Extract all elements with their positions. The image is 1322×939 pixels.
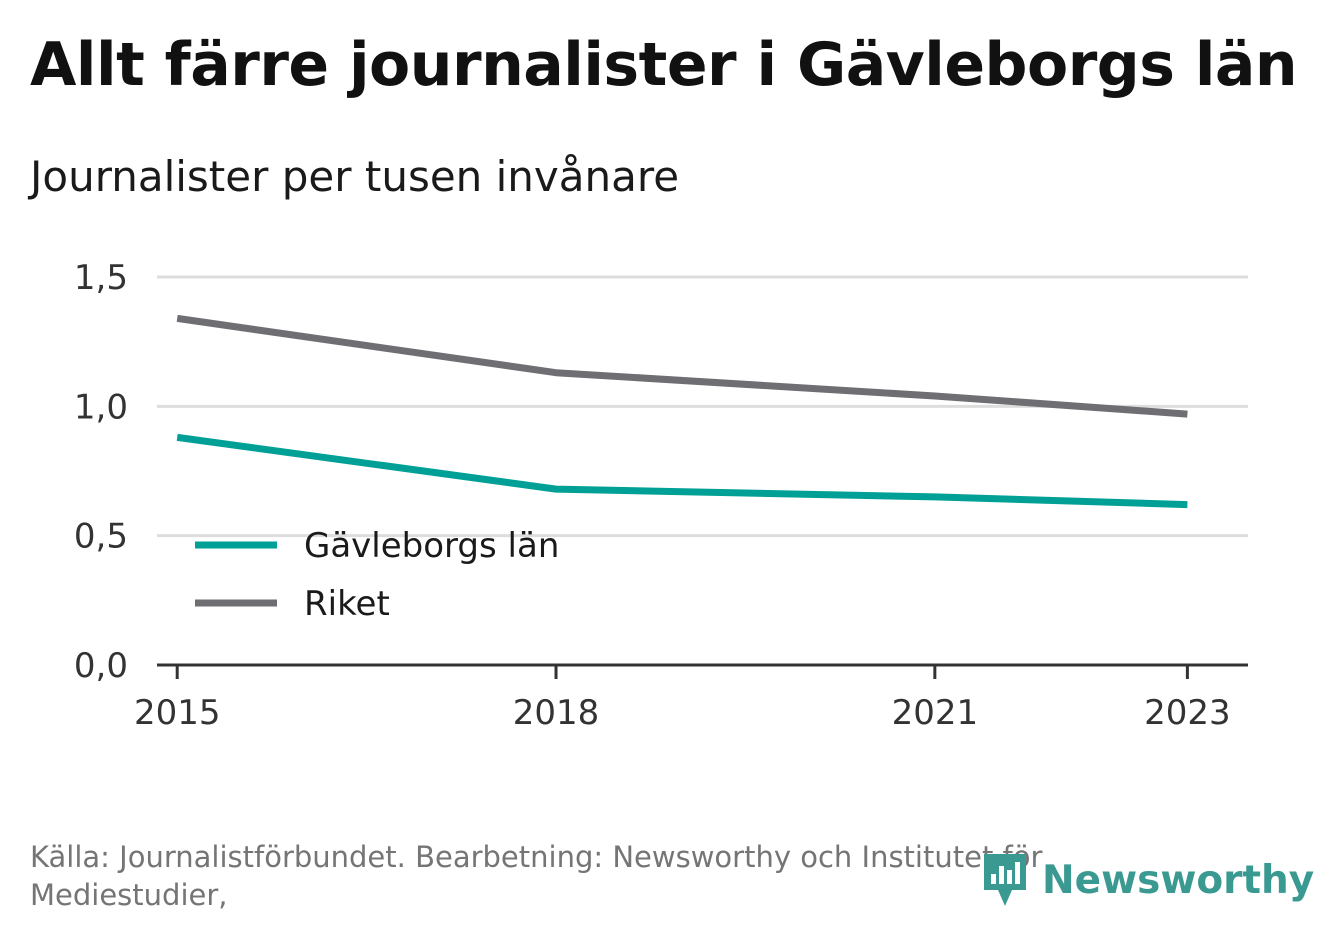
chart-title: Allt färre journalister i Gävleborgs län <box>30 30 1298 100</box>
logo-text: Newsworthy <box>1042 857 1315 903</box>
x-tick-label: 2015 <box>134 693 221 733</box>
newsworthy-logo: Newsworthy <box>980 850 1314 910</box>
source-note: Källa: Journalistförbundet. Bearbetning:… <box>30 840 1043 912</box>
chart-subtitle: Journalister per tusen invånare <box>30 152 680 201</box>
series-line-1 <box>176 433 1188 509</box>
legend-label: Gävleborgs län <box>304 526 559 566</box>
series-line-2 <box>176 314 1188 418</box>
x-tick-label: 2018 <box>513 693 600 733</box>
axes: 0,0 0,5 1,0 1,5 2015 2018 2021 2023 <box>74 258 1248 733</box>
x-tick-label: 2023 <box>1144 693 1231 733</box>
newsworthy-logo-icon <box>984 854 1026 906</box>
series-lines <box>176 314 1188 509</box>
x-tick-label: 2021 <box>892 693 979 733</box>
line-chart: 0,0 0,5 1,0 1,5 2015 2018 2021 2023 Gävleborgs … <box>74 258 1248 733</box>
y-tick-label: 0,0 <box>74 646 128 686</box>
legend-label: Riket <box>304 584 390 624</box>
y-tick-label: 1,0 <box>74 387 128 427</box>
y-tick-label: 1,5 <box>74 258 128 298</box>
y-tick-label: 0,5 <box>74 517 128 557</box>
legend: Gävleborgs län Riket <box>195 526 559 624</box>
